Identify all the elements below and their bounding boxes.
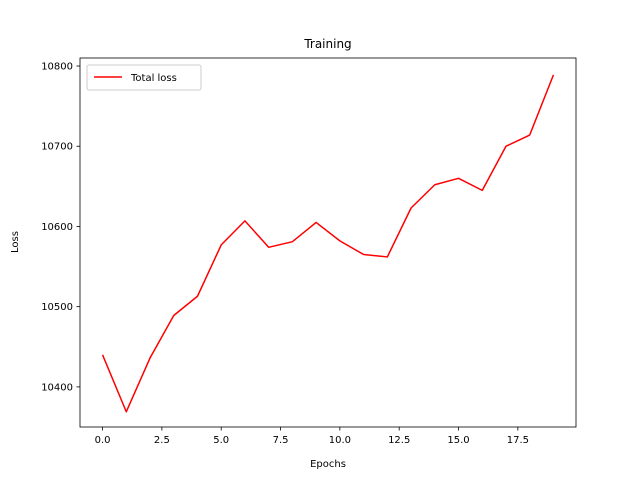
x-tick-label: 0.0 — [95, 435, 111, 446]
y-tick-label: 10700 — [41, 142, 73, 153]
x-tick-label: 5.0 — [213, 435, 229, 446]
series-layer — [101, 74, 555, 413]
legend-label-total-loss: Total loss — [130, 73, 177, 84]
y-axis-ticks: 10400 10500 10600 10700 10800 — [41, 62, 80, 393]
x-axis-ticks: 0.0 2.5 5.0 7.5 10.0 12.5 15.0 17.5 — [95, 427, 529, 446]
x-tick-label: 7.5 — [273, 435, 289, 446]
chart-title: Training — [303, 37, 351, 51]
x-tick-label: 15.0 — [447, 435, 469, 446]
x-tick-label: 2.5 — [154, 435, 170, 446]
x-tick-label: 12.5 — [388, 435, 410, 446]
series-line-total-loss — [101, 74, 555, 413]
y-tick-label: 10800 — [41, 62, 73, 73]
axes-frame — [79, 57, 577, 428]
y-tick-label: 10400 — [41, 382, 73, 393]
x-axis-label: Epochs — [310, 459, 346, 470]
legend: Total loss — [86, 64, 202, 91]
legend-box — [86, 64, 202, 91]
y-tick-label: 10500 — [41, 302, 73, 313]
x-tick-label: 17.5 — [507, 435, 529, 446]
x-tick-label: 10.0 — [329, 435, 351, 446]
y-tick-label: 10600 — [41, 222, 73, 233]
y-axis-label: Loss — [10, 231, 21, 253]
plot-area — [80, 58, 576, 427]
